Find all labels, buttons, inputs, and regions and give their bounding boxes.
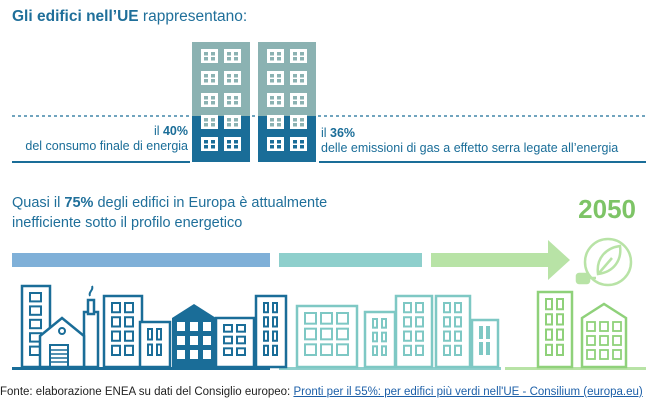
stat-energy-value: 40%: [162, 124, 188, 138]
efficiency-value: 75%: [64, 195, 94, 211]
arrow-bar-blue: [12, 253, 270, 267]
page-title: Gli edifici nell’UE rappresentano:: [12, 8, 247, 26]
eco-plug-icon: [575, 237, 633, 287]
building-36-icon: [258, 42, 316, 162]
ground-blue: [12, 367, 270, 370]
title-bold: Gli edifici nell’UE: [12, 8, 139, 25]
factory-icon: [82, 285, 100, 369]
arrow-bar-green: [431, 240, 570, 280]
stat-emissions-prefix: il: [321, 126, 331, 140]
source-note: Fonte: elaborazione ENEA su dati del Con…: [0, 386, 643, 398]
source-prefix: Fonte: elaborazione ENEA su dati del Con…: [0, 386, 294, 398]
building-icon: [214, 316, 256, 369]
stat-emissions: il 36% delle emissioni di gas a effetto …: [321, 126, 618, 156]
building-icon: [254, 294, 288, 369]
efficiency-statement: Quasi il 75% degli edifici in Europa è a…: [12, 193, 327, 233]
building-icon: [434, 294, 472, 369]
efficiency-line2: inefficiente sotto il profilo energetico: [12, 215, 243, 231]
efficiency-post: degli edifici in Europa è attualmente: [93, 195, 328, 211]
efficiency-prefix: Quasi il: [12, 195, 65, 211]
city-skyline: [20, 284, 628, 369]
stat-energy-prefix: il: [153, 124, 163, 138]
building-icon: [295, 304, 359, 369]
title-rest: rappresentano:: [138, 8, 248, 25]
house-icon: [38, 316, 86, 369]
green-house-icon: [580, 302, 628, 369]
target-year: 2050: [578, 194, 636, 224]
source-link[interactable]: Pronti per il 55%: per edifici più verdi…: [293, 386, 643, 398]
building-40-icon: [192, 42, 250, 162]
building-icon: [138, 320, 172, 369]
building-icon: [394, 294, 434, 369]
stat-energy-desc: del consumo finale di energia: [25, 139, 188, 153]
ground-teal: [279, 367, 501, 370]
dark-house-icon: [172, 304, 216, 367]
left-underline: [12, 161, 190, 163]
stat-emissions-value: 36%: [330, 126, 356, 140]
building-icon: [102, 294, 144, 369]
ground-green: [505, 367, 646, 370]
right-underline: [319, 161, 646, 163]
building-icon: [363, 310, 397, 369]
stat-energy: il 40% del consumo finale di energia: [12, 124, 188, 154]
arrow-bar-teal: [279, 253, 422, 267]
building-icon: [470, 318, 500, 369]
stat-emissions-desc: delle emissioni di gas a effetto serra l…: [321, 141, 619, 155]
building-icon: [536, 290, 574, 369]
